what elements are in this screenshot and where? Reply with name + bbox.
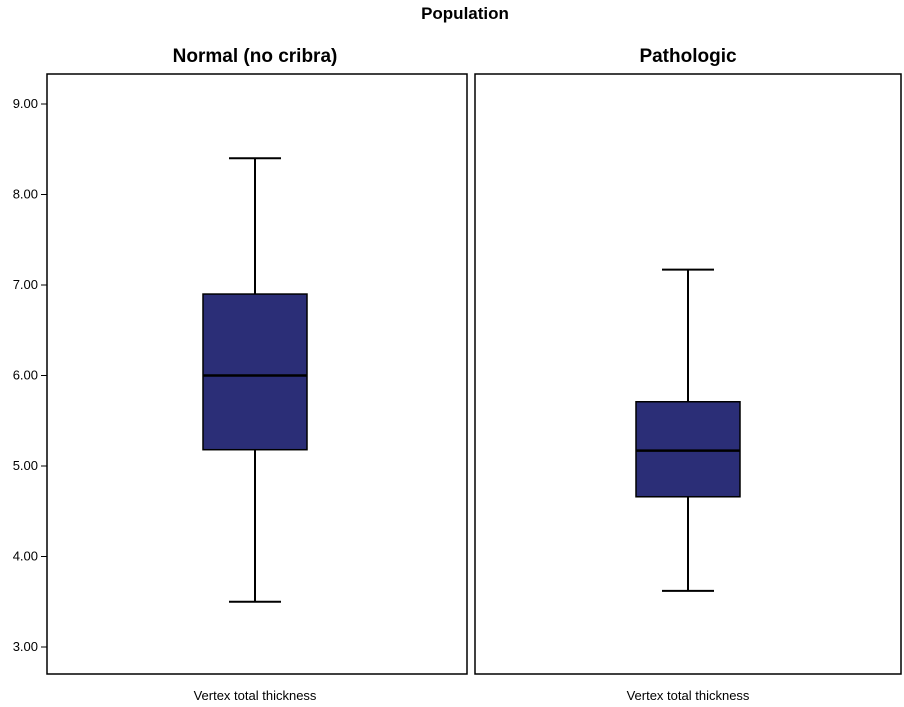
- panel-pathologic: Pathologic Vertex total thickness: [474, 46, 902, 703]
- iqr-box: [635, 400, 741, 498]
- y-tick-label: 6.00: [13, 368, 38, 383]
- y-tick-label: 5.00: [13, 458, 38, 473]
- y-tick-label: 7.00: [13, 277, 38, 292]
- iqr-box: [202, 293, 308, 451]
- panel-frame-normal: [46, 73, 468, 675]
- x-label-pathologic: Vertex total thickness: [627, 688, 750, 703]
- y-tick-label: 9.00: [13, 96, 38, 111]
- y-tick-label: 4.00: [13, 549, 38, 564]
- y-axis: 3.00 4.00 5.00 6.00 7.00 8.00 9.00: [13, 96, 47, 654]
- chart-title: Population: [421, 4, 509, 23]
- panel-title-pathologic: Pathologic: [639, 46, 737, 67]
- panel-normal: Normal (no cribra) Vertex total thicknes…: [46, 46, 468, 703]
- y-tick-label: 8.00: [13, 187, 38, 202]
- panel-title-normal: Normal (no cribra): [173, 46, 338, 67]
- x-label-normal: Vertex total thickness: [194, 688, 317, 703]
- panel-frame-pathologic: [474, 73, 902, 675]
- y-tick-label: 3.00: [13, 639, 38, 654]
